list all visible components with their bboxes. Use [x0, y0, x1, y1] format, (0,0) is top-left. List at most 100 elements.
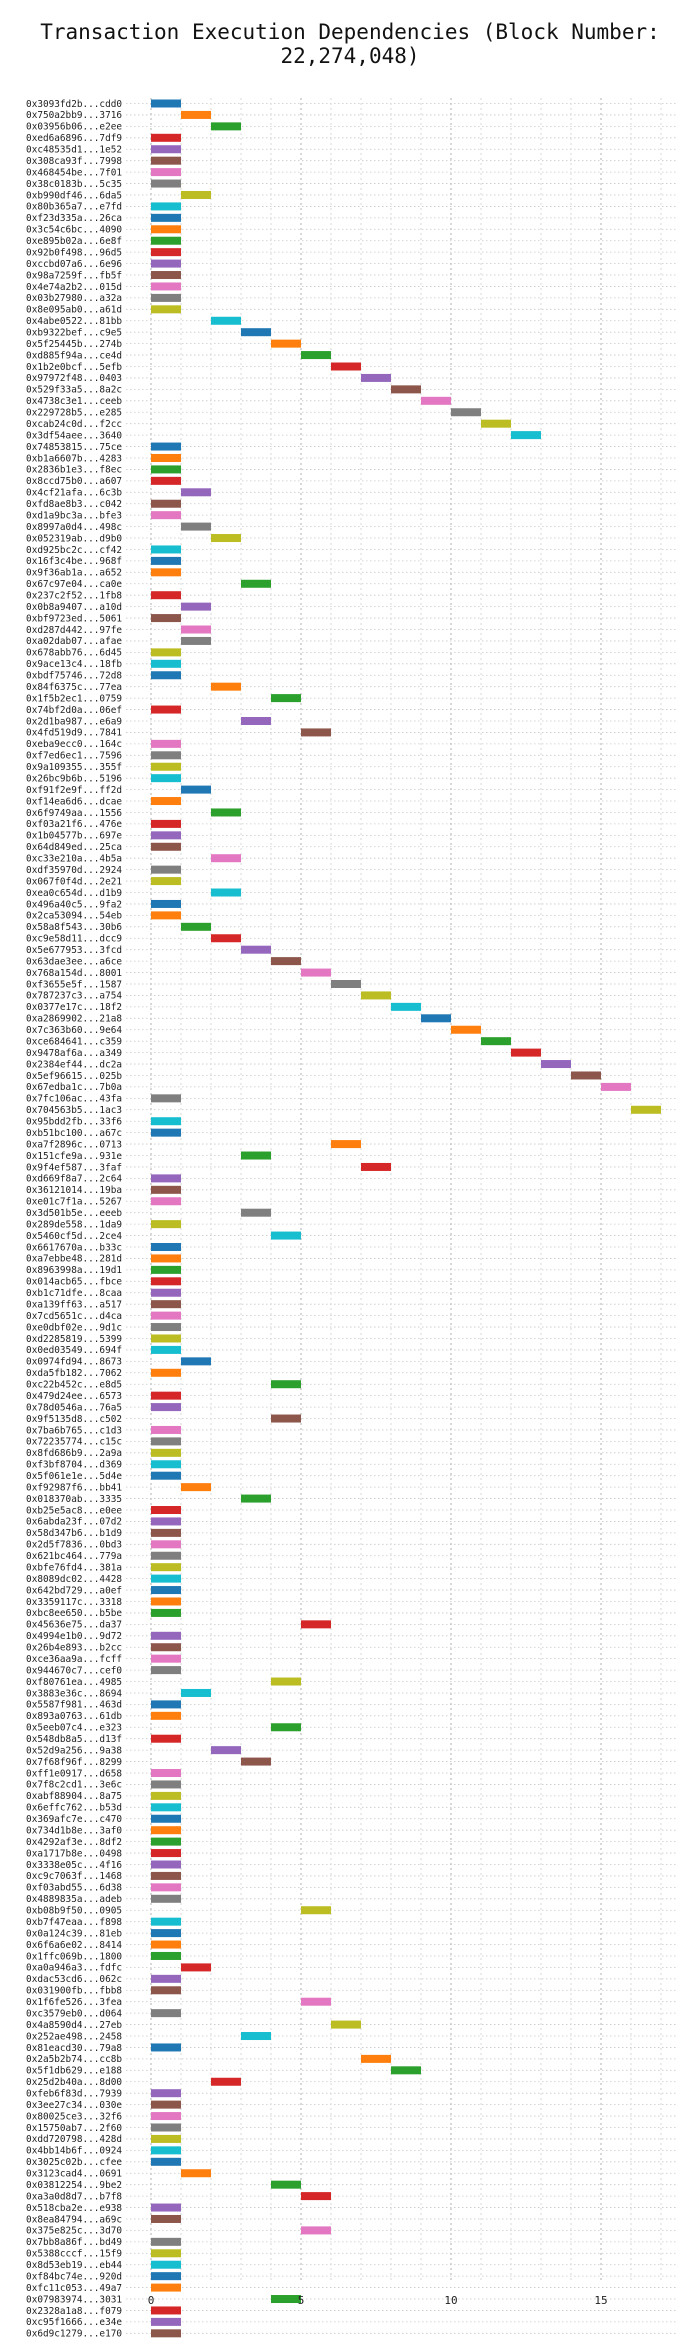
- transaction-label: 0x548db8a5...d13f: [26, 1734, 122, 1745]
- transaction-label: 0x375e825c...3d70: [26, 2226, 122, 2237]
- transaction-label: 0x4bb14b6f...0924: [26, 2146, 122, 2157]
- transaction-bar: [151, 1117, 181, 1126]
- transaction-bar: [271, 339, 301, 348]
- x-tick-label: 10: [444, 2294, 457, 2307]
- transaction-label: 0x7ba6b765...c1d3: [26, 1425, 122, 1436]
- transaction-bar: [301, 2192, 331, 2201]
- transaction-bar: [151, 179, 181, 188]
- transaction-label: 0x4fd519d9...7841: [26, 728, 122, 739]
- transaction-label: 0x3ee27c34...030e: [26, 2100, 122, 2111]
- transaction-label: 0x97972f48...0403: [26, 373, 122, 384]
- transaction-label: 0x518cba2e...e938: [26, 2203, 122, 2214]
- transaction-label: 0x36121014...19ba: [26, 1185, 122, 1196]
- transaction-bar: [181, 1963, 211, 1972]
- transaction-label: 0xe895b02a...6e8f: [26, 236, 122, 247]
- transaction-bar: [151, 2123, 181, 2132]
- transaction-bar: [151, 511, 181, 520]
- transaction-bar: [151, 156, 181, 165]
- transaction-label: 0xc33e210a...4b5a: [26, 854, 122, 865]
- transaction-bar: [151, 1780, 181, 1789]
- transaction-bar: [151, 1300, 181, 1309]
- transaction-bar: [271, 1380, 301, 1389]
- transaction-label: 0x84f6375c...77ea: [26, 682, 122, 693]
- transaction-bar: [151, 1586, 181, 1595]
- transaction-label: 0x4292af3e...8df2: [26, 1837, 122, 1848]
- transaction-bar: [151, 1517, 181, 1526]
- transaction-bar: [241, 328, 271, 337]
- transaction-bar: [181, 1357, 211, 1366]
- transaction-label: 0x0b8a9407...a10d: [26, 602, 122, 613]
- transaction-label: 0x2384ef44...dc2a: [26, 1059, 122, 1070]
- transaction-bar: [151, 2237, 181, 2246]
- transaction-label: 0xf3655e5f...1587: [26, 979, 122, 990]
- transaction-label: 0x3d501b5e...eeeb: [26, 1208, 122, 1219]
- x-tick-label: 0: [148, 2294, 155, 2307]
- transaction-label: 0x479d24ee...6573: [26, 1391, 122, 1402]
- transaction-bar: [151, 659, 181, 668]
- transaction-bar: [151, 1220, 181, 1229]
- transaction-label: 0x151cfe9a...931e: [26, 1151, 122, 1162]
- transaction-label: 0x369afc7e...c470: [26, 1814, 122, 1825]
- transaction-label: 0xf03a21f6...476e: [26, 819, 122, 830]
- transaction-bar: [151, 705, 181, 714]
- transaction-label: 0x018370ab...3335: [26, 1494, 122, 1505]
- transaction-bar: [151, 2134, 181, 2143]
- transaction-label: 0xb990df46...6da5: [26, 190, 122, 201]
- transaction-label: 0xb1a6607b...4283: [26, 453, 122, 464]
- transaction-bar: [151, 1197, 181, 1206]
- transaction-bar: [271, 1723, 301, 1732]
- transaction-label: 0x74853815...75ce: [26, 442, 122, 453]
- transaction-label: 0x7f68f96f...8299: [26, 1757, 122, 1768]
- transaction-label: 0x26b4e893...b2cc: [26, 1643, 122, 1654]
- transaction-label: 0x6d9c1279...e170: [26, 2329, 122, 2340]
- transaction-label: 0x9ace13c4...18fb: [26, 659, 122, 670]
- transaction-label: 0x6effc762...b53d: [26, 1803, 122, 1814]
- transaction-bar: [151, 1185, 181, 1194]
- transaction-bar: [151, 648, 181, 657]
- transaction-bar: [151, 453, 181, 462]
- transaction-label: 0x52d9a256...9a38: [26, 1745, 122, 1756]
- transaction-bar: [151, 1769, 181, 1778]
- transaction-bar: [151, 899, 181, 908]
- transaction-bar: [271, 2295, 301, 2304]
- transaction-label: 0x2836b1e3...f8ec: [26, 465, 122, 476]
- transaction-bar: [361, 373, 391, 382]
- transaction-bar: [301, 1906, 331, 1915]
- transaction-bar: [151, 2329, 181, 2338]
- transaction-label: 0x1f5b2ec1...0759: [26, 693, 122, 704]
- transaction-bar: [151, 1929, 181, 1938]
- transaction-bar: [151, 1643, 181, 1652]
- transaction-bar: [151, 1734, 181, 1743]
- transaction-label: 0xa7f2896c...0713: [26, 1139, 122, 1150]
- transaction-bar: [151, 282, 181, 291]
- transaction-label: 0x6f9749aa...1556: [26, 808, 122, 819]
- transaction-bar: [331, 1140, 361, 1149]
- transaction-label: 0x3359117c...3318: [26, 1597, 122, 1608]
- transaction-bar: [271, 1231, 301, 1240]
- transaction-bar: [151, 305, 181, 314]
- transaction-bar: [181, 2169, 211, 2178]
- transaction-bar: [151, 739, 181, 748]
- transaction-label: 0x0a124c39...81eb: [26, 1928, 122, 1939]
- transaction-label: 0x95bdd2fb...33f6: [26, 1117, 122, 1128]
- transaction-bar: [151, 877, 181, 886]
- transaction-label: 0xf23d335a...26ca: [26, 213, 122, 224]
- transaction-label: 0x5587f981...463d: [26, 1700, 122, 1711]
- transaction-label: 0x5eeb07c4...e323: [26, 1723, 122, 1734]
- transaction-label: 0x6617670a...b33c: [26, 1242, 122, 1253]
- transaction-label: 0x6abda23f...07d2: [26, 1517, 122, 1528]
- transaction-bar: [151, 271, 181, 280]
- transaction-bar: [271, 957, 301, 966]
- transaction-bar: [151, 2249, 181, 2258]
- transaction-bar: [151, 1425, 181, 1434]
- transaction-label: 0x67c97e04...ca0e: [26, 579, 122, 590]
- transaction-label: 0xdf35970d...2924: [26, 865, 122, 876]
- transaction-bar: [151, 1837, 181, 1846]
- transaction-label: 0x9a109355...355f: [26, 762, 122, 773]
- transaction-label: 0x1b2e0bcf...5efb: [26, 362, 122, 373]
- transaction-bar: [331, 2020, 361, 2029]
- transaction-label: 0xa1717b8e...0498: [26, 1848, 122, 1859]
- transaction-label: 0xc22b452c...e8d5: [26, 1380, 122, 1391]
- transaction-label: 0xd1a9bc3a...bfe3: [26, 510, 122, 521]
